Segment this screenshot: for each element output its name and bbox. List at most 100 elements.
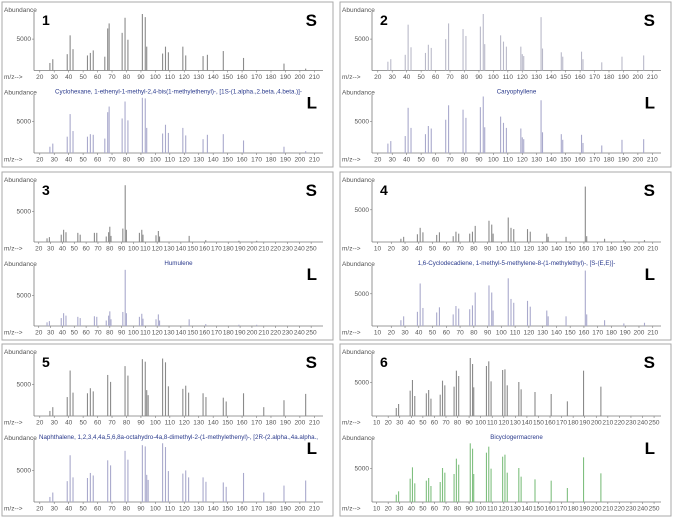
- mz-axis-label: m/z-->: [4, 74, 23, 81]
- x-tick-label: 20: [36, 74, 44, 81]
- x-tick-label: 50: [71, 330, 79, 337]
- x-tick-label: 190: [280, 506, 291, 513]
- x-tick-label: 190: [235, 330, 246, 337]
- x-tick-label: 210: [309, 506, 320, 513]
- x-tick-label: 120: [523, 330, 534, 337]
- panel-number: 2: [380, 12, 388, 28]
- x-tick-label: 100: [150, 74, 161, 81]
- x-tick-label: 220: [614, 420, 625, 427]
- x-tick-label: 210: [309, 74, 320, 81]
- x-tick-label: 30: [51, 506, 59, 513]
- x-tick-label: 80: [470, 246, 478, 253]
- x-tick-label: 120: [523, 246, 534, 253]
- x-tick-label: 20: [35, 246, 43, 253]
- abundance-label: Abundance: [342, 177, 375, 184]
- x-tick-label: 130: [531, 74, 542, 81]
- x-tick-label: 150: [222, 74, 233, 81]
- x-tick-label: 250: [306, 246, 317, 253]
- x-tick-label: 60: [431, 420, 439, 427]
- x-tick-label: 160: [237, 74, 248, 81]
- x-tick-label: 210: [602, 506, 613, 513]
- x-tick-label: 150: [187, 246, 198, 253]
- x-tick-label: 170: [556, 506, 567, 513]
- panel-number: 6: [380, 354, 388, 370]
- x-tick-label: 190: [618, 74, 629, 81]
- x-tick-label: 30: [396, 420, 404, 427]
- sample-badge: S: [644, 353, 655, 372]
- block-frame: [1, 1, 334, 168]
- x-tick-label: 140: [208, 506, 219, 513]
- x-tick-label: 230: [282, 330, 293, 337]
- x-tick-label: 120: [179, 506, 190, 513]
- y-tick-label: 5000: [17, 119, 32, 126]
- x-tick-label: 100: [488, 157, 499, 164]
- x-tick-label: 150: [560, 157, 571, 164]
- mz-axis-label: m/z-->: [342, 330, 361, 337]
- x-tick-label: 130: [193, 157, 204, 164]
- x-tick-label: 80: [123, 157, 131, 164]
- x-tick-label: 150: [533, 506, 544, 513]
- x-tick-label: 240: [637, 506, 648, 513]
- x-tick-label: 180: [266, 506, 277, 513]
- x-tick-label: 40: [65, 420, 73, 427]
- x-tick-label: 80: [123, 74, 131, 81]
- x-tick-label: 120: [152, 330, 163, 337]
- x-tick-label: 160: [545, 420, 556, 427]
- x-tick-label: 140: [521, 506, 532, 513]
- compound-name: Naphthalene, 1,2,3,4,4a,5,6,8a-octahydro…: [39, 434, 318, 441]
- x-tick-label: 110: [503, 157, 514, 164]
- x-tick-label: 30: [389, 157, 397, 164]
- abundance-label: Abundance: [342, 90, 375, 97]
- x-tick-label: 180: [266, 420, 277, 427]
- x-tick-label: 20: [36, 157, 44, 164]
- x-tick-label: 160: [237, 420, 248, 427]
- x-tick-label: 170: [211, 246, 222, 253]
- x-tick-label: 70: [442, 420, 450, 427]
- x-tick-label: 160: [579, 330, 590, 337]
- x-tick-label: 190: [235, 246, 246, 253]
- x-tick-label: 60: [82, 330, 90, 337]
- x-tick-label: 170: [251, 420, 262, 427]
- x-tick-label: 130: [537, 330, 548, 337]
- x-tick-label: 170: [251, 506, 262, 513]
- x-tick-label: 180: [604, 74, 615, 81]
- block-frame: [339, 1, 672, 168]
- x-tick-label: 110: [503, 74, 514, 81]
- sample-badge: L: [307, 94, 317, 113]
- x-tick-label: 140: [551, 330, 562, 337]
- x-tick-label: 50: [419, 420, 427, 427]
- x-tick-label: 110: [140, 246, 151, 253]
- x-tick-label: 30: [51, 157, 59, 164]
- x-tick-label: 130: [193, 74, 204, 81]
- x-tick-label: 80: [470, 330, 478, 337]
- sample-badge: S: [644, 11, 655, 30]
- sample-badge: L: [307, 265, 317, 284]
- x-tick-label: 160: [199, 330, 210, 337]
- x-tick-label: 160: [575, 74, 586, 81]
- x-tick-label: 180: [568, 506, 579, 513]
- x-tick-label: 190: [579, 506, 590, 513]
- x-tick-label: 20: [385, 506, 393, 513]
- x-tick-label: 20: [35, 330, 43, 337]
- y-tick-label: 5000: [355, 291, 370, 298]
- mz-axis-label: m/z-->: [4, 420, 23, 427]
- x-tick-label: 140: [175, 330, 186, 337]
- x-tick-label: 120: [517, 157, 528, 164]
- x-tick-label: 100: [150, 420, 161, 427]
- x-tick-label: 70: [456, 330, 464, 337]
- panel-number: 3: [42, 182, 50, 198]
- x-tick-label: 60: [94, 74, 102, 81]
- x-tick-label: 50: [418, 74, 426, 81]
- x-tick-label: 180: [606, 330, 617, 337]
- x-tick-label: 210: [647, 330, 658, 337]
- x-tick-label: 10: [374, 246, 382, 253]
- mz-axis-label: m/z-->: [4, 330, 23, 337]
- x-tick-label: 70: [446, 157, 454, 164]
- x-tick-label: 200: [634, 330, 645, 337]
- x-tick-label: 110: [487, 506, 498, 513]
- x-tick-label: 100: [496, 330, 507, 337]
- x-tick-label: 130: [537, 246, 548, 253]
